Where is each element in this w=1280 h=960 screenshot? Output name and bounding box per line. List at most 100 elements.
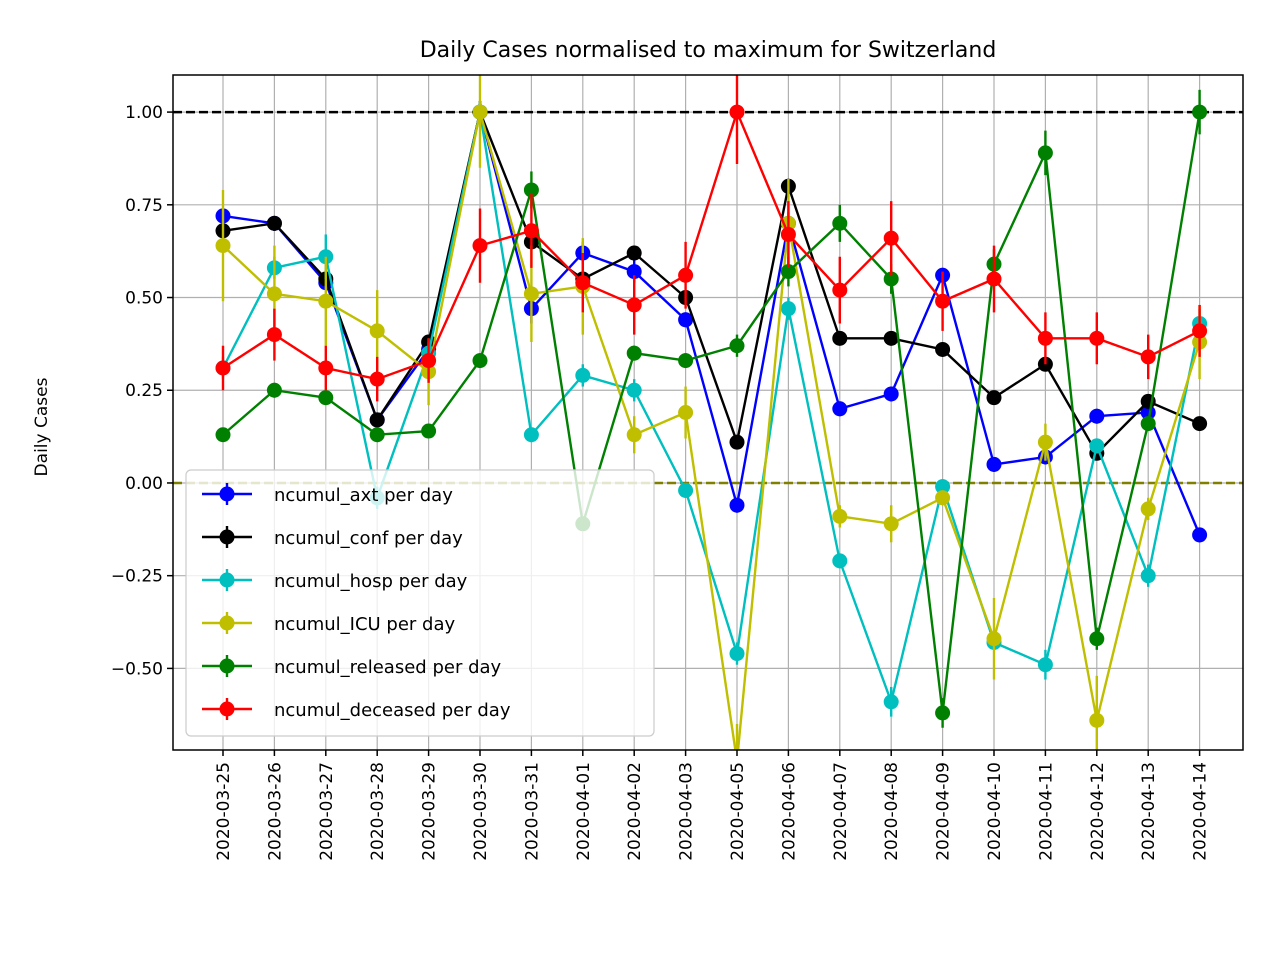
x-tick-label: 2020-04-06 bbox=[779, 762, 799, 861]
data-point bbox=[266, 327, 282, 343]
legend-item: ncumul_hosp per day bbox=[202, 569, 468, 592]
x-tick-label: 2020-04-10 bbox=[985, 762, 1005, 861]
legend-swatch-marker bbox=[219, 658, 235, 674]
data-point bbox=[1089, 408, 1105, 424]
data-point bbox=[472, 104, 488, 120]
data-point bbox=[883, 694, 899, 710]
data-point bbox=[1089, 712, 1105, 728]
data-point bbox=[678, 405, 694, 420]
data-point bbox=[1140, 416, 1156, 432]
data-point bbox=[318, 293, 334, 309]
y-tick-label: 0.75 bbox=[125, 196, 163, 216]
data-point bbox=[1089, 330, 1105, 346]
x-tick-label: 2020-04-05 bbox=[728, 762, 748, 861]
data-point bbox=[575, 367, 591, 383]
x-tick-label: 2020-04-07 bbox=[831, 762, 851, 861]
data-point bbox=[986, 631, 1002, 647]
legend-swatch-marker bbox=[219, 701, 235, 717]
legend-item: ncumul_axt per day bbox=[202, 483, 453, 506]
data-point bbox=[626, 382, 642, 398]
data-point bbox=[1140, 405, 1156, 420]
data-point bbox=[729, 104, 745, 120]
data-point bbox=[832, 401, 848, 417]
series-line bbox=[222, 108, 1201, 381]
x-tick-label: 2020-04-08 bbox=[882, 762, 902, 861]
x-tick-label: 2020-03-29 bbox=[420, 762, 440, 861]
x-tick-label: 2020-04-11 bbox=[1036, 762, 1056, 861]
data-point bbox=[935, 293, 951, 309]
data-point bbox=[986, 390, 1002, 406]
data-point bbox=[575, 275, 591, 291]
series-line bbox=[222, 111, 1201, 750]
plot-area: 1.00 0.75 0.50 0.25 0.00 −0.25 −0.50 2020-03-25… bbox=[111, 74, 1244, 861]
x-tick-label: 2020-03-28 bbox=[368, 762, 388, 861]
data-point bbox=[215, 360, 231, 376]
data-point bbox=[369, 412, 385, 428]
y-tick-label: 0.25 bbox=[125, 381, 163, 401]
legend-box bbox=[185, 469, 655, 737]
data-point bbox=[626, 297, 642, 313]
legend-item: ncumul_ICU per day bbox=[202, 612, 456, 635]
x-tick-label: 2020-03-26 bbox=[265, 762, 285, 861]
x-tick-label: 2020-04-01 bbox=[574, 762, 594, 861]
x-tick-label: 2020-04-12 bbox=[1088, 762, 1108, 861]
data-point bbox=[935, 341, 951, 357]
x-tick-label: 2020-04-14 bbox=[1191, 762, 1211, 861]
data-point bbox=[523, 286, 539, 302]
data-point bbox=[883, 230, 899, 246]
data-point bbox=[678, 312, 694, 328]
data-point bbox=[472, 238, 488, 254]
data-point bbox=[1037, 145, 1053, 161]
data-point bbox=[1037, 434, 1053, 450]
x-tick-label: 2020-04-09 bbox=[934, 762, 954, 861]
data-point bbox=[780, 301, 796, 317]
x-tick-label: 2020-04-02 bbox=[625, 762, 645, 861]
legend-swatch-marker bbox=[219, 615, 235, 631]
data-point bbox=[626, 345, 642, 361]
x-tick-label: 2020-03-27 bbox=[317, 762, 337, 861]
data-point bbox=[729, 497, 745, 513]
axes-frame bbox=[172, 74, 1244, 751]
x-tick-label: 2020-03-30 bbox=[471, 762, 491, 861]
data-point bbox=[215, 427, 231, 443]
data-point bbox=[935, 479, 951, 495]
data-point bbox=[369, 427, 385, 443]
data-point bbox=[626, 427, 642, 443]
x-tick-label: 2020-04-13 bbox=[1139, 762, 1159, 861]
legend-label: ncumul_ICU per day bbox=[274, 614, 456, 635]
data-point bbox=[729, 338, 745, 354]
data-point bbox=[1140, 501, 1156, 517]
data-point bbox=[935, 490, 951, 506]
data-point bbox=[1140, 568, 1156, 584]
data-point bbox=[883, 516, 899, 532]
data-point bbox=[832, 282, 848, 298]
data-point bbox=[1037, 330, 1053, 346]
data-point bbox=[421, 423, 437, 439]
data-point bbox=[215, 238, 231, 254]
legend-label: ncumul_released per day bbox=[274, 657, 502, 678]
data-point bbox=[626, 245, 642, 261]
data-point bbox=[472, 353, 488, 369]
y-tick-label: 0.00 bbox=[125, 474, 163, 494]
data-point bbox=[523, 182, 539, 198]
data-point bbox=[1192, 104, 1208, 120]
legend-item: ncumul_conf per day bbox=[202, 526, 463, 549]
series-line bbox=[222, 108, 1201, 456]
data-point bbox=[935, 705, 951, 721]
data-point bbox=[678, 267, 694, 283]
legend-swatch-marker bbox=[219, 529, 235, 545]
x-tick-label: 2020-03-25 bbox=[214, 762, 234, 861]
y-tick-label: 0.50 bbox=[125, 289, 163, 309]
data-point bbox=[1192, 527, 1208, 543]
chart-title: Daily Cases normalised to maximum for Sw… bbox=[420, 38, 997, 63]
legend-label: ncumul_deceased per day bbox=[274, 700, 511, 721]
y-tick-label: 1.00 bbox=[125, 103, 163, 123]
y-tick-label: −0.25 bbox=[111, 567, 163, 587]
data-point bbox=[986, 456, 1002, 472]
data-point bbox=[678, 353, 694, 369]
data-point bbox=[1192, 323, 1208, 339]
data-point bbox=[626, 264, 642, 280]
series-group bbox=[215, 75, 1208, 402]
data-point bbox=[523, 427, 539, 443]
